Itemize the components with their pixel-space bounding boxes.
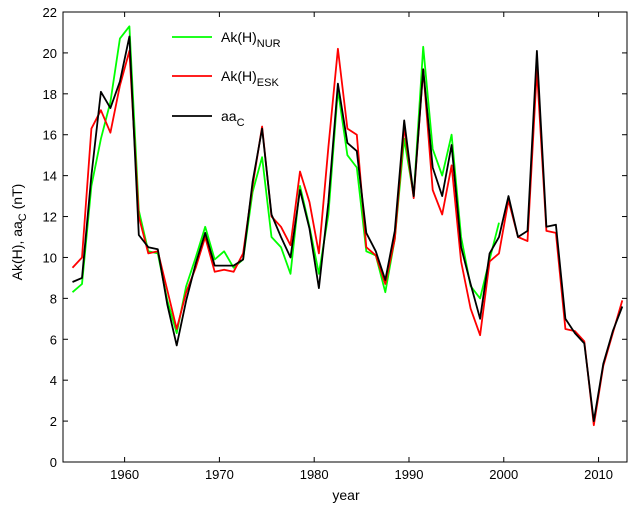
axes-group: 0 2 4 6 8 10 12 14 16 18 20 22 1960 1970 1980 1990 2000 2… [43,5,628,482]
legend-label-3: aaC [221,108,245,129]
x-tick-label: 1960 [110,467,139,482]
y-tick-label: 14 [43,169,57,184]
y-axis-label: Ak(H), aaC (nT) [9,184,29,281]
x-tick-label: 2010 [584,467,613,482]
y-tick-label: 18 [43,87,57,102]
y-tick-label: 0 [50,455,57,470]
series-group [71,25,624,427]
plot-frame [62,11,628,463]
y-tick-label: 16 [43,128,57,143]
legend-label-1: Ak(H)NUR [221,29,281,50]
x-tick-label: 1990 [395,467,424,482]
y-tick-label: 8 [50,291,57,306]
y-tick-label: 2 [50,414,57,429]
x-tick-label: 1970 [205,467,234,482]
x-axis-label: year [332,487,360,503]
y-tick-label: 20 [43,46,57,61]
y-tick-label: 12 [43,210,57,225]
x-tick-label: 2000 [489,467,518,482]
y-tick-label: 22 [43,5,57,20]
legend: Ak(H)NUR Ak(H)ESK aaC [172,29,281,129]
y-tick-label: 6 [50,332,57,347]
y-tick-label: 4 [50,373,57,388]
series-line-1 [71,25,500,335]
y-tick-label: 10 [43,250,57,265]
series-line-3 [72,35,624,423]
x-tick-label: 1980 [300,467,329,482]
legend-label-2: Ak(H)ESK [221,68,279,89]
